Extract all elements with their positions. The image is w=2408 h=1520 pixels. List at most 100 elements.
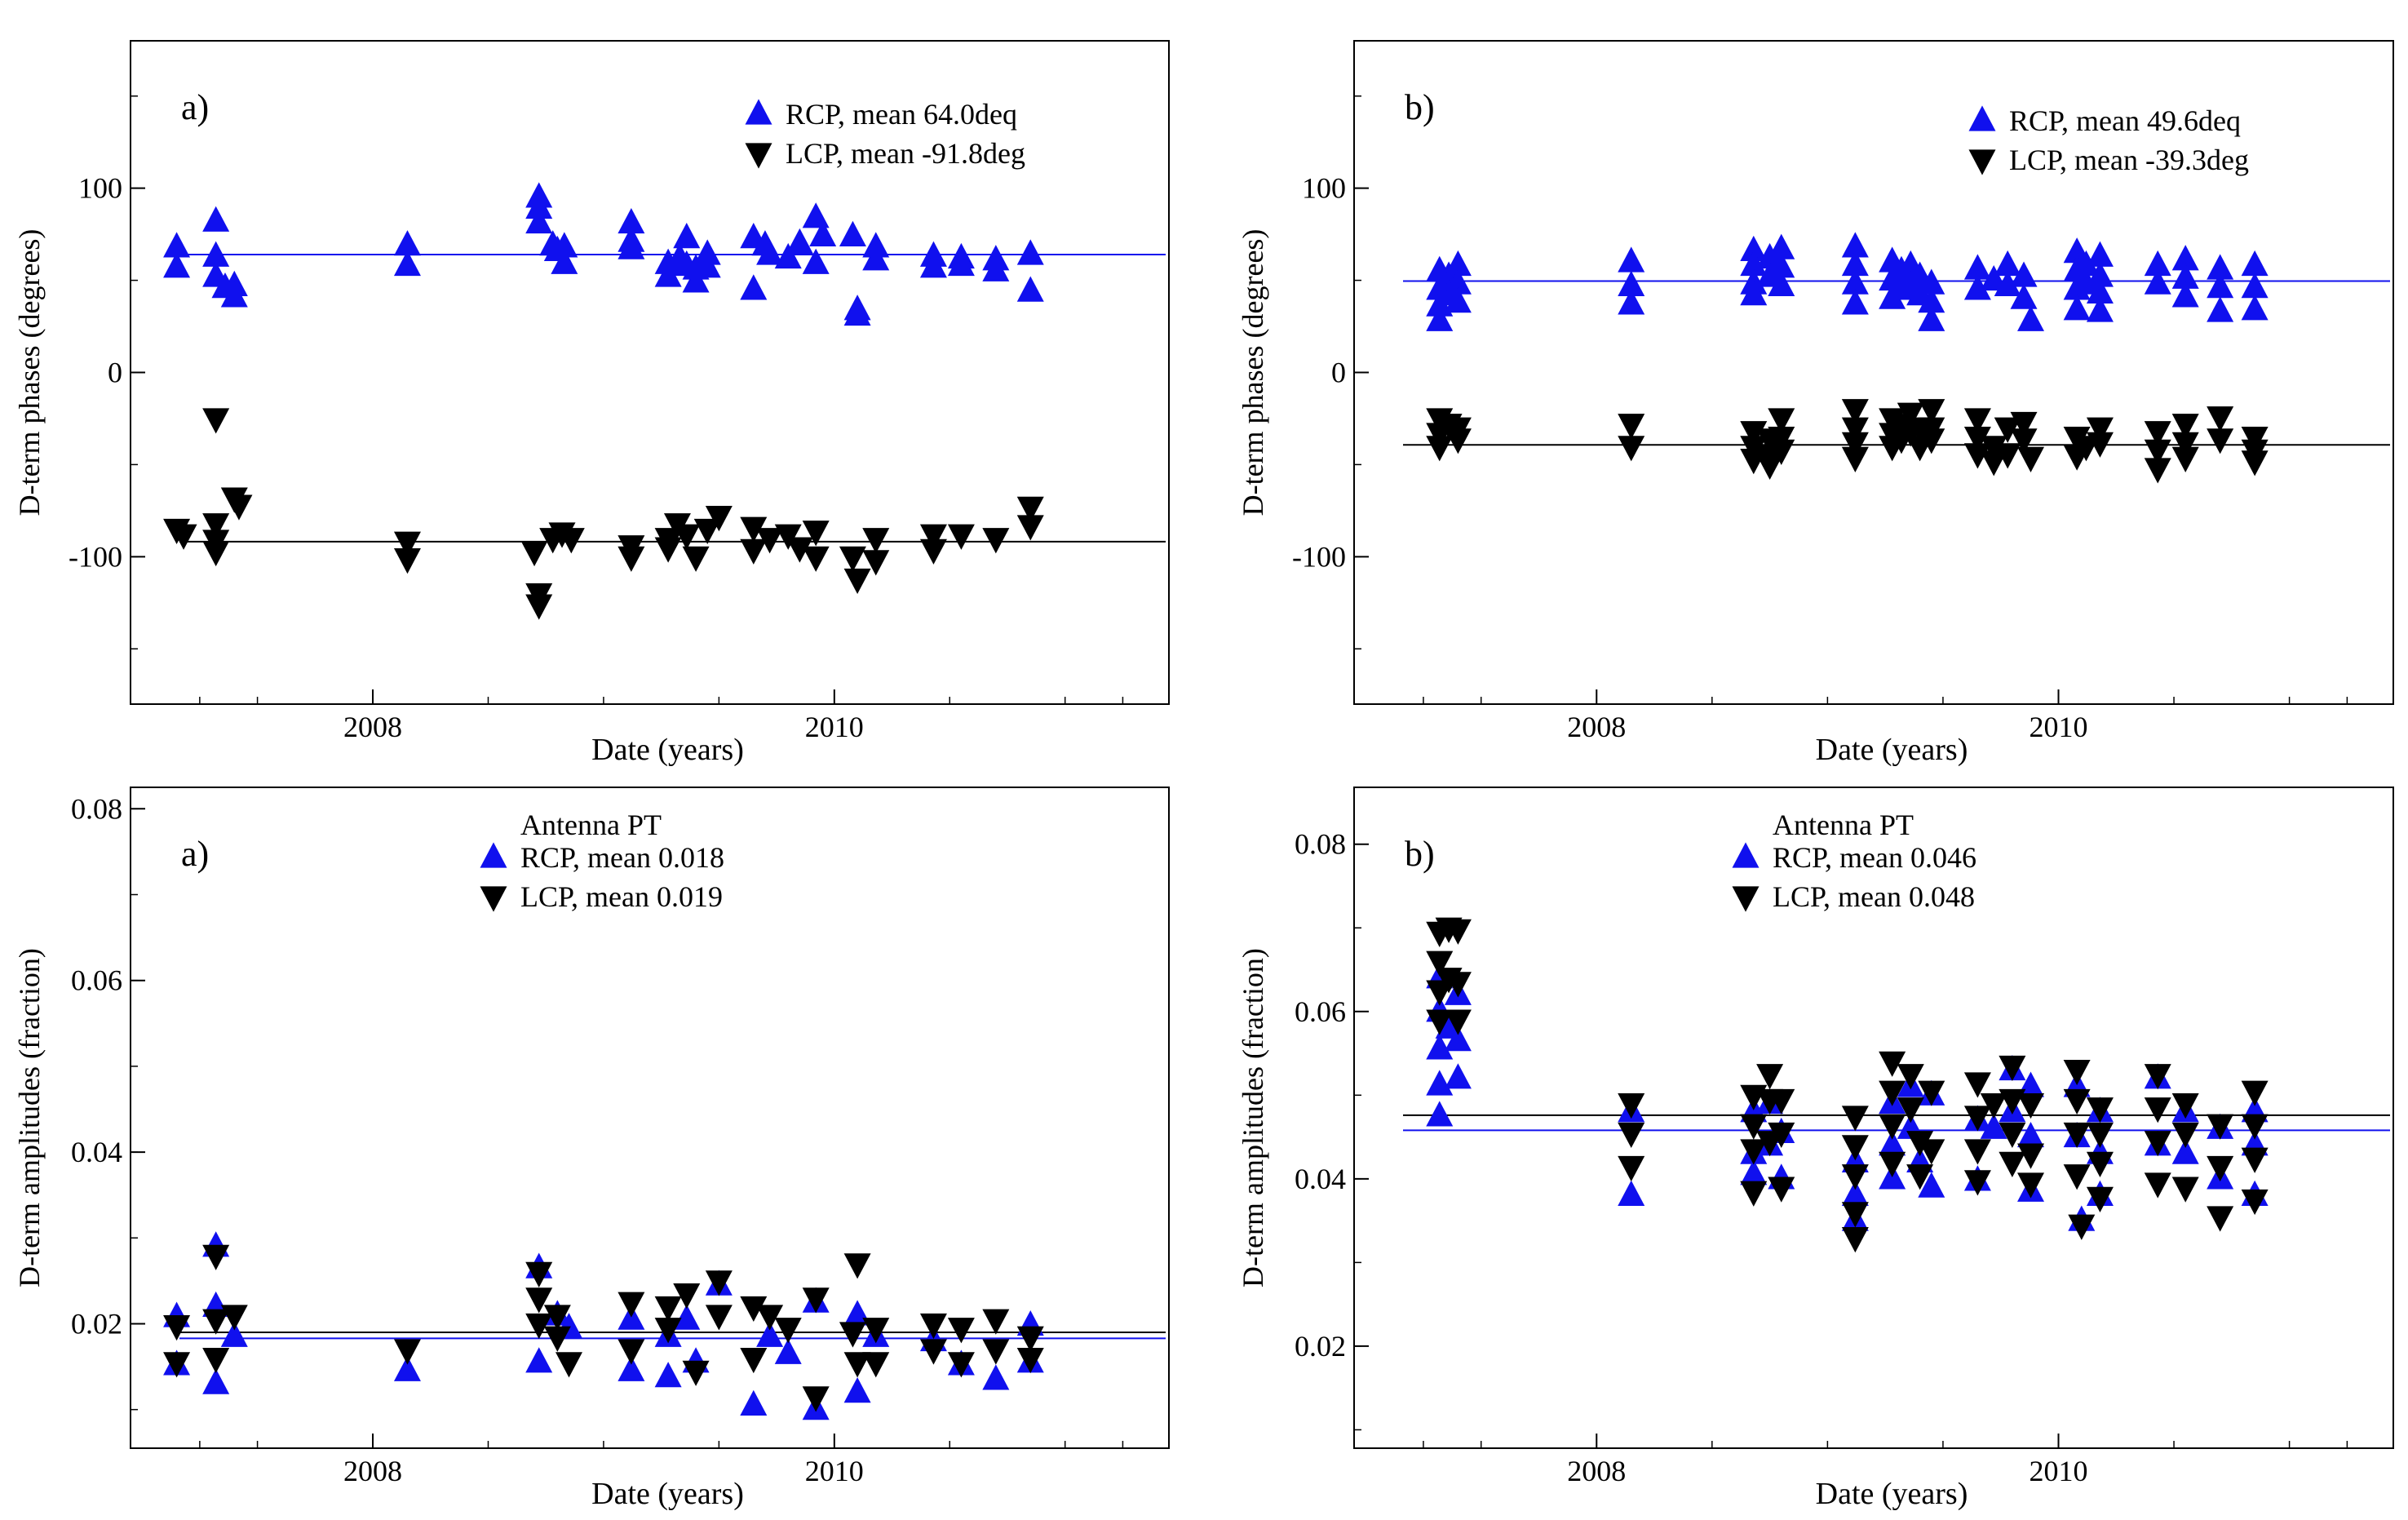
rcp-point xyxy=(843,295,871,321)
legend-lcp-marker xyxy=(745,143,772,169)
rcp-point xyxy=(673,1304,701,1330)
rcp-point xyxy=(1016,276,1044,302)
lcp-point xyxy=(1740,1181,1768,1207)
legend-lcp-label: LCP, mean 0.019 xyxy=(520,880,723,913)
x-tick-label: 2008 xyxy=(1567,1455,1626,1487)
x-tick-label: 2008 xyxy=(343,1455,402,1487)
rcp-point xyxy=(654,261,682,287)
y-tick-label: 0.06 xyxy=(71,964,122,997)
lcp-point xyxy=(786,537,813,563)
legend-lcp-marker xyxy=(480,886,507,912)
rcp-point xyxy=(693,239,721,265)
lcp-point xyxy=(2086,432,2114,458)
rcp-point xyxy=(1918,1172,1945,1198)
rcp-point xyxy=(774,242,802,269)
rcp-point xyxy=(2017,1121,2045,1148)
rcp-point xyxy=(1444,1026,1472,1052)
legend-rcp-marker xyxy=(1968,105,1996,131)
rcp-point xyxy=(982,1364,1010,1390)
lcp-point xyxy=(682,546,710,572)
rcp-point xyxy=(843,1377,871,1403)
rcp-point xyxy=(693,252,721,278)
lcp-point xyxy=(843,1253,871,1279)
y-axis-title: D-term amplitudes (fraction) xyxy=(13,948,46,1287)
lcp-point xyxy=(163,1314,191,1341)
lcp-point xyxy=(919,1313,947,1340)
lcp-point xyxy=(2207,1206,2234,1232)
lcp-point xyxy=(682,1360,710,1386)
lcp-point xyxy=(802,1386,830,1412)
rcp-point xyxy=(1740,280,1768,306)
lcp-point xyxy=(1756,1064,1784,1090)
rcp-point xyxy=(163,232,191,258)
x-axis-title: Date (years) xyxy=(1816,733,1968,767)
lcp-point xyxy=(170,524,197,550)
lcp-point xyxy=(2063,1122,2091,1149)
lcp-point xyxy=(1426,436,1454,462)
lcp-point xyxy=(2086,1151,2114,1177)
lcp-point xyxy=(1016,496,1044,522)
rcp-point xyxy=(2072,250,2100,277)
rcp-point xyxy=(740,274,768,300)
rcp-point xyxy=(393,250,421,277)
panel-2: 100 0 -100 2008 2010 Date (years) D-term phase… xyxy=(1237,40,2394,767)
lcp-point xyxy=(2241,1114,2269,1140)
rcp-point xyxy=(1994,250,2021,277)
rcp-point xyxy=(774,1338,802,1364)
lcp-point xyxy=(1444,919,1472,945)
rcp-point xyxy=(525,193,553,219)
lcp-point xyxy=(617,1339,645,1365)
lcp-point xyxy=(2207,428,2234,454)
lcp-point xyxy=(982,1309,1010,1335)
y-tick-label: 0.02 xyxy=(71,1307,122,1340)
legend-lcp-label: LCP, mean -91.8deg xyxy=(786,137,1025,170)
rcp-point xyxy=(2241,250,2269,277)
lcp-point xyxy=(1768,1088,1795,1115)
lcp-point xyxy=(1841,1106,1869,1132)
x-tick-label: 2008 xyxy=(343,711,402,743)
lcp-point xyxy=(862,550,890,576)
rcp-point xyxy=(617,207,645,234)
lcp-point xyxy=(2068,1214,2096,1240)
rcp-point xyxy=(1426,1034,1454,1060)
lcp-point xyxy=(1994,417,2021,443)
legend-rcp-label: RCP, mean 0.018 xyxy=(520,841,724,874)
plot-frame xyxy=(1353,787,2394,1449)
lcp-point xyxy=(520,540,548,567)
panel-label: b) xyxy=(1405,87,1435,127)
panel-3: 0.08 0.06 0.04 0.02 2008 2010 Date (years) D-te… xyxy=(13,787,1170,1511)
rcp-point xyxy=(551,232,578,258)
lcp-point xyxy=(2241,426,2269,453)
lcp-point xyxy=(1740,436,1768,462)
x-tick-label: 2010 xyxy=(2029,1455,2087,1487)
lcp-point xyxy=(1841,432,1869,458)
lcp-point xyxy=(982,1339,1010,1365)
y-axis-title: D-term phases (degrees) xyxy=(13,229,46,516)
rcp-point xyxy=(2010,283,2038,309)
lcp-point xyxy=(1906,1164,1934,1190)
lcp-point xyxy=(862,1318,890,1344)
rcp-point xyxy=(2063,295,2091,321)
rcp-point xyxy=(786,228,813,255)
rcp-point xyxy=(1768,270,1795,296)
lcp-point xyxy=(705,1305,733,1331)
lcp-point xyxy=(2144,1172,2171,1199)
y-tick-label: 100 xyxy=(78,172,122,205)
lcp-point xyxy=(1768,426,1795,453)
lcp-point xyxy=(525,1287,553,1314)
rcp-point xyxy=(2010,261,2038,287)
rcp-point xyxy=(740,1389,768,1416)
rcp-point xyxy=(1994,270,2021,296)
lcp-point xyxy=(1963,1170,1991,1196)
lcp-point xyxy=(1618,414,1645,440)
rcp-point xyxy=(525,207,553,234)
rcp-point xyxy=(220,281,248,308)
lcp-point xyxy=(2017,446,2045,472)
panel-label: a) xyxy=(181,834,209,874)
rcp-point xyxy=(617,1355,645,1381)
rcp-point xyxy=(2171,245,2199,271)
rcp-point xyxy=(1841,268,1869,295)
rcp-point xyxy=(947,250,975,277)
lcp-point xyxy=(919,538,947,565)
rcp-point xyxy=(202,241,230,267)
